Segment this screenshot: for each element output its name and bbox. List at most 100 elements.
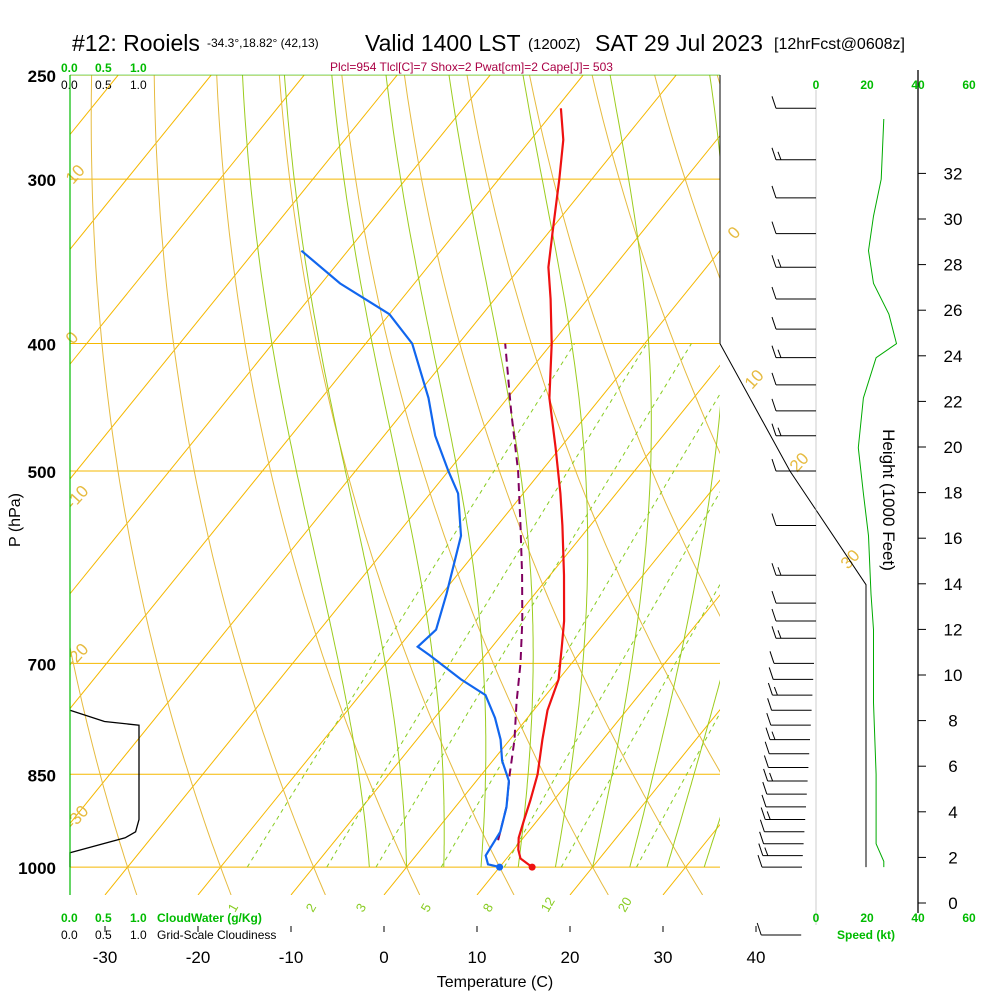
mixing-ratio-line	[246, 343, 575, 868]
wind-barb	[766, 712, 811, 726]
parcel-trace	[497, 343, 524, 841]
x-tick-label: -10	[279, 948, 304, 967]
height-tick-label: 10	[944, 666, 963, 685]
dewpoint-trace	[300, 249, 511, 869]
background-grid	[70, 52, 1000, 895]
x-tick-label: -30	[93, 948, 118, 967]
dry-adiabat	[528, 75, 720, 618]
x-tick-label: -20	[186, 948, 211, 967]
wind-barb	[758, 843, 803, 857]
wind-barb	[767, 698, 812, 711]
isotherm-line	[104, 134, 720, 895]
isotherm-line	[70, 75, 398, 480]
dry-adiabat-label: 0	[724, 223, 744, 243]
height-tick-label: 0	[948, 894, 957, 913]
speed-tick-bottom: 0	[813, 911, 820, 925]
mixing-ratio-label: 8	[480, 901, 497, 915]
wind-barb	[768, 667, 814, 680]
mixing-ratio-line	[636, 712, 720, 868]
valid-date: SAT 29 Jul 2023	[595, 30, 763, 56]
cloudwater-bottom-scale-2: 1.0	[130, 911, 147, 925]
dry-adiabat	[153, 75, 326, 895]
wind-barb	[771, 345, 816, 359]
height-tick-label: 12	[944, 620, 963, 639]
wind-barb	[771, 316, 816, 330]
moist-adiabat	[629, 75, 720, 868]
x-tick-label: 0	[379, 948, 388, 967]
wind-barb	[760, 807, 806, 820]
surface-temperature-dot	[528, 863, 536, 871]
pressure-tick-label: 250	[28, 67, 56, 86]
speed-tick-top: 40	[911, 78, 925, 92]
height-tick-label: 16	[944, 529, 963, 548]
wind-barb	[759, 831, 804, 845]
dry-adiabat	[341, 75, 609, 895]
height-tick-label: 32	[944, 164, 963, 183]
dry-adiabat	[70, 644, 138, 895]
wind-barb	[759, 819, 805, 833]
cloudiness-profile	[69, 709, 140, 868]
wind-barb	[767, 682, 813, 696]
standard-lapse-line	[719, 343, 867, 868]
moist-adiabat	[242, 75, 370, 868]
pressure-tick-label: 850	[28, 766, 56, 785]
pressure-tick-label: 300	[28, 171, 56, 190]
speed-tick-top: 60	[962, 78, 976, 92]
height-tick-label: 30	[944, 210, 963, 229]
mixing-ratio-label: 5	[418, 901, 435, 915]
wind-barb	[769, 651, 814, 664]
wind-barb	[771, 286, 816, 300]
x-tick-label: 20	[561, 948, 580, 967]
height-tick-label: 6	[948, 757, 957, 776]
wind-barb	[771, 563, 816, 576]
utc-time: (1200Z)	[528, 36, 581, 53]
dry-adiabat-label: 30	[837, 546, 864, 573]
speed-tick-bottom: 20	[860, 911, 874, 925]
pressure-tick-label: 700	[28, 655, 56, 674]
height-tick-label: 24	[944, 347, 963, 366]
forecast-info: [12hrFcst@0608z]	[774, 36, 905, 53]
wind-barb	[771, 458, 816, 472]
dry-adiabat	[958, 52, 1000, 895]
station-coords: -34.3°,18.82° (42,13)	[207, 36, 319, 50]
dry-adiabat	[90, 75, 232, 895]
wind-barb	[771, 96, 816, 109]
moist-adiabat	[448, 75, 534, 868]
height-tick-label: 18	[944, 484, 963, 503]
dry-adiabat-label: -30	[62, 802, 93, 833]
height-tick-label: 26	[944, 301, 963, 320]
pressure-tick-label: 1000	[18, 859, 56, 878]
wind-barb	[757, 854, 802, 868]
moist-adiabat	[592, 75, 652, 868]
speed-axis-title: Speed (kt)	[837, 928, 895, 942]
isotherm-line	[70, 75, 119, 136]
mixing-ratio-line	[560, 583, 720, 868]
mixing-ratio-label: 2	[303, 901, 320, 915]
station-name: #12: Rooiels	[72, 30, 200, 56]
valid-time: Valid 1400 LST	[365, 30, 521, 56]
wind-barb	[756, 922, 802, 936]
dry-adiabat-label: -10	[62, 482, 93, 513]
isotherm-line	[70, 75, 212, 251]
isotherm-line	[70, 75, 677, 825]
chart-frame	[69, 74, 867, 895]
dry-adiabat	[278, 75, 515, 895]
wind-barb	[771, 608, 816, 622]
y-axis-title: P (hPa)	[7, 493, 24, 547]
wind-barb	[771, 626, 816, 639]
height-tick-label: 4	[948, 803, 957, 822]
x-axis-title: Temperature (C)	[437, 974, 553, 991]
cloudiness-bottom-scale-1: 0.5	[95, 928, 112, 942]
cloudiness-label: Grid-Scale Cloudiness	[157, 928, 276, 942]
cloudwater-top-scale-1: 0.5	[95, 61, 112, 75]
dry-adiabat-label: -20	[62, 640, 93, 671]
height-axis-title: Height (1000 Feet)	[879, 429, 898, 571]
x-tick-label: 10	[468, 948, 487, 967]
height-tick-label: 2	[948, 848, 957, 867]
surface-dewpoint-dot	[496, 863, 504, 871]
wind-barb	[771, 221, 816, 235]
height-tick-label: 14	[944, 575, 963, 594]
isotherm-line	[197, 249, 720, 895]
